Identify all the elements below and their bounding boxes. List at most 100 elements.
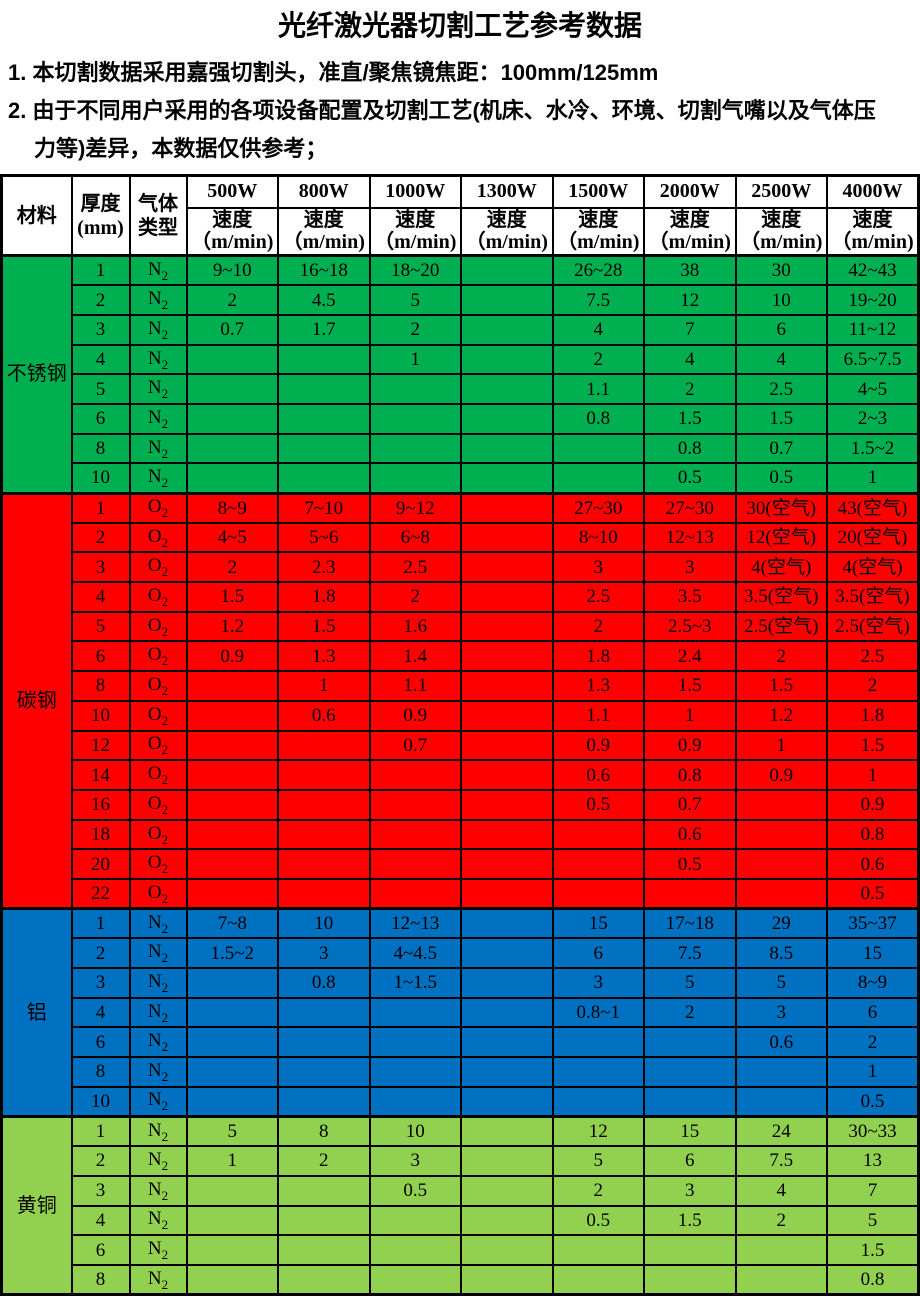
- speed-cell: 0.6: [734, 1026, 828, 1059]
- speed-cell: 26~28: [551, 254, 645, 287]
- speed-cell: 20(空气): [826, 521, 920, 554]
- thickness-cell: 2: [70, 521, 131, 554]
- page-title: 光纤激光器切割工艺参考数据: [277, 10, 642, 41]
- gas-cell: O2: [128, 581, 188, 613]
- gas-cell: N2: [128, 432, 188, 465]
- speed-cell: 1.8: [277, 581, 371, 613]
- speed-cell: [460, 848, 554, 880]
- speed-cell: 1.7: [277, 313, 371, 346]
- speed-cell: [460, 967, 554, 999]
- speed-cell: [551, 1056, 645, 1088]
- speed-cell: 3: [551, 551, 645, 584]
- speed-cell: [368, 818, 462, 851]
- speed-cell: 7: [826, 1174, 920, 1207]
- gas-cell: N2: [128, 1085, 188, 1118]
- speed-cell: 8~9: [826, 967, 920, 999]
- speed-cell: 10: [368, 1114, 462, 1148]
- speed-cell: [277, 877, 371, 910]
- speed-cell: [643, 1263, 737, 1296]
- speed-cell: 2: [826, 1026, 920, 1059]
- speed-cell: 3: [643, 1174, 737, 1207]
- gas-cell: N2: [128, 1174, 188, 1207]
- gas-cell: O2: [128, 788, 188, 821]
- speed-cell: 6: [643, 1145, 737, 1177]
- speed-cell: [460, 1204, 554, 1237]
- speed-cell: [185, 818, 279, 851]
- speed-cell: [460, 907, 554, 940]
- speed-cell: 6: [551, 937, 645, 969]
- speed-cell: 0.7: [643, 788, 737, 821]
- col-header-speed: 速度 （m/min): [734, 206, 828, 257]
- speed-cell: [460, 877, 554, 910]
- speed-cell: 1.1: [368, 670, 462, 702]
- gas-cell: O2: [128, 759, 188, 791]
- table-row: 不锈钢 1 N2 9~10 16~18 18~20 26~28 38 30 42~43: [0, 254, 920, 494]
- speed-cell: [185, 462, 279, 494]
- material-cell: 黄铜: [0, 1114, 73, 1296]
- speed-cell: 8~10: [551, 521, 645, 554]
- table-row: 12 O2 0.7 0.9 0.9 1 1.5: [1, 729, 920, 762]
- speed-cell: 0.6: [551, 759, 645, 791]
- col-header-power-1000w: 1000W: [368, 174, 462, 209]
- speed-cell: [277, 1056, 371, 1088]
- speed-cell: 10: [277, 907, 371, 940]
- speed-cell: [551, 462, 645, 494]
- thickness-cell: 8: [70, 670, 131, 702]
- speed-cell: 2: [277, 1145, 371, 1177]
- speed-cell: [460, 937, 554, 969]
- speed-cell: 10: [734, 284, 828, 316]
- speed-cell: [460, 1234, 554, 1266]
- speed-cell: [277, 759, 371, 791]
- speed-cell: 2.5(空气): [826, 610, 920, 643]
- speed-cell: 1.5: [734, 670, 828, 702]
- table-row: 8 N2 0.8: [1, 1263, 920, 1296]
- speed-cell: [460, 313, 554, 346]
- thickness-cell: 2: [70, 284, 131, 316]
- table-row: 4 O2 1.5 1.8 2 2.5 3.5 3.5(空气) 3.5(空气): [1, 581, 920, 613]
- table-row: 5 N2 1.1 2 2.5 4~5: [1, 373, 920, 405]
- col-header-thickness: 厚度 (mm): [70, 174, 131, 257]
- speed-cell: [460, 1085, 554, 1118]
- speed-cell: 0.8: [826, 818, 920, 851]
- speed-cell: 7~8: [185, 907, 279, 940]
- speed-cell: [460, 640, 554, 673]
- speed-cell: [551, 1234, 645, 1266]
- thickness-cell: 14: [70, 759, 131, 791]
- table-row: 6 O2 0.9 1.3 1.4 1.8 2.4 2 2.5: [1, 640, 920, 673]
- speed-cell: 2: [734, 1204, 828, 1237]
- note-1-line: 1. 本切割数据采用嘉强切割头，准直/聚焦镜焦距：100mm/125mm: [8, 60, 659, 85]
- speed-cell: [185, 1204, 279, 1237]
- speed-cell: 7~10: [277, 491, 371, 524]
- speed-cell: 1: [826, 462, 920, 494]
- speed-cell: [460, 521, 554, 554]
- speed-cell: [185, 402, 279, 435]
- speed-cell: 5: [551, 1145, 645, 1177]
- speed-cell: [368, 402, 462, 435]
- speed-cell: 3.5(空气): [734, 581, 828, 613]
- speed-cell: [734, 788, 828, 821]
- speed-cell: 9~12: [368, 491, 462, 524]
- speed-cell: 3: [368, 1145, 462, 1177]
- thickness-cell: 16: [70, 788, 131, 821]
- col-header-speed: 速度 （m/min): [185, 206, 279, 257]
- gas-cell: N2: [128, 284, 188, 316]
- speed-cell: [277, 788, 371, 821]
- speed-cell: 0.6: [826, 848, 920, 880]
- speed-cell: 8~9: [185, 491, 279, 524]
- speed-cell: 2.3: [277, 551, 371, 584]
- speed-cell: 5~6: [277, 521, 371, 554]
- speed-cell: 1: [826, 759, 920, 791]
- gas-cell: N2: [128, 1204, 188, 1237]
- table-row: 2 N2 1 2 3 5 6 7.5 13: [1, 1145, 920, 1177]
- speed-cell: [368, 1085, 462, 1118]
- speed-cell: [185, 967, 279, 999]
- speed-cell: 1.8: [826, 699, 920, 732]
- gas-cell: O2: [128, 670, 188, 702]
- speed-cell: 4~5: [185, 521, 279, 554]
- speed-cell: [734, 848, 828, 880]
- table-row: 6 N2 0.8 1.5 1.5 2~3: [1, 402, 920, 435]
- thickness-cell: 5: [70, 373, 131, 405]
- gas-header-label-1: 气体: [138, 192, 178, 215]
- gas-cell: N2: [128, 937, 188, 969]
- col-header-speed: 速度 （m/min): [826, 206, 920, 257]
